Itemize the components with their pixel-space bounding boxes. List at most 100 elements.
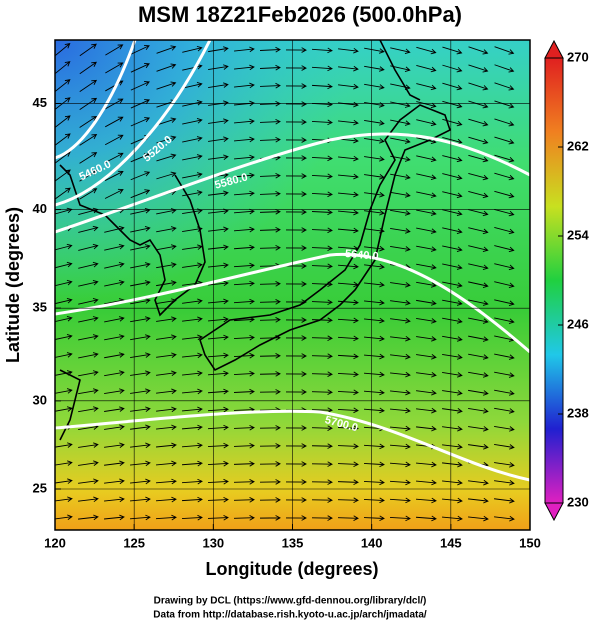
stream-arrow	[130, 478, 151, 485]
stream-arrow	[259, 371, 281, 377]
stream-arrow	[494, 172, 515, 181]
stream-arrow	[416, 263, 437, 270]
stream-arrow	[364, 335, 385, 342]
stream-arrow	[285, 389, 307, 395]
stream-arrow	[285, 317, 307, 323]
stream-arrow	[494, 263, 515, 271]
colorbar-tick-label: 238	[567, 405, 589, 420]
stream-arrow	[156, 153, 177, 162]
stream-arrow	[233, 172, 255, 179]
stream-arrow	[130, 226, 151, 233]
stream-arrow	[78, 334, 99, 341]
stream-arrow	[156, 424, 177, 431]
stream-arrow	[416, 336, 437, 342]
stream-arrow	[285, 209, 307, 215]
stream-arrow	[311, 407, 333, 413]
stream-arrow	[208, 316, 229, 323]
colorbar-tick-label: 246	[567, 316, 589, 331]
stream-arrow	[364, 119, 385, 126]
stream-arrow	[390, 425, 411, 432]
stream-arrow	[494, 353, 515, 360]
stream-arrow	[104, 170, 124, 181]
stream-arrow	[79, 79, 98, 93]
y-tick-label: 35	[33, 300, 47, 315]
colorbar-tick-label: 262	[567, 138, 589, 153]
stream-arrow	[363, 515, 385, 522]
stream-arrow	[130, 244, 151, 251]
stream-arrow	[259, 353, 281, 359]
stream-arrow	[208, 226, 229, 233]
stream-arrow	[442, 390, 463, 396]
stream-arrow	[79, 170, 98, 182]
stream-arrow	[337, 299, 359, 306]
y-axis-label: Latitude (degrees)	[3, 207, 23, 363]
stream-arrow	[259, 64, 281, 71]
stream-arrow	[104, 460, 125, 467]
stream-arrow	[494, 389, 515, 396]
stream-arrow	[104, 316, 125, 323]
stream-arrow	[259, 46, 281, 53]
stream-arrow	[182, 370, 203, 377]
stream-arrow	[259, 281, 281, 287]
stream-arrow	[337, 479, 359, 486]
stream-arrow	[494, 317, 515, 324]
contour-label: 5640.0	[344, 248, 379, 263]
stream-arrow	[182, 298, 203, 305]
contour-line	[55, 132, 530, 234]
stream-arrow	[311, 245, 333, 252]
stream-arrow	[207, 514, 229, 521]
stream-arrow	[311, 353, 333, 359]
stream-arrow	[468, 64, 489, 73]
stream-arrow	[441, 515, 463, 522]
stream-arrow	[494, 407, 515, 414]
stream-arrow	[259, 245, 281, 251]
stream-arrow	[233, 424, 255, 431]
stream-arrow	[130, 153, 151, 163]
stream-arrow	[311, 263, 333, 270]
stream-arrow	[416, 209, 437, 216]
stream-arrow	[468, 46, 489, 55]
coastline	[59, 40, 421, 441]
stream-arrow	[182, 100, 203, 107]
stream-arrow	[156, 135, 177, 144]
stream-arrow	[390, 246, 411, 252]
stream-arrow	[130, 388, 151, 394]
y-tick-label: 45	[33, 95, 47, 110]
stream-arrow	[55, 97, 71, 111]
stream-arrow	[442, 82, 463, 91]
stream-arrow	[337, 227, 359, 234]
stream-arrow	[156, 81, 177, 90]
coastline	[199, 104, 451, 372]
stream-arrow	[285, 353, 307, 359]
stream-arrow	[105, 62, 124, 74]
stream-arrow	[390, 317, 411, 324]
stream-arrow	[208, 46, 229, 53]
stream-arrow	[311, 389, 333, 395]
stream-arrow	[390, 137, 411, 144]
stream-arrow	[390, 407, 411, 414]
stream-arrow	[415, 515, 437, 522]
stream-arrow	[416, 318, 437, 324]
stream-arrow	[234, 118, 255, 125]
stream-arrow	[207, 334, 229, 341]
stream-arrow	[259, 461, 281, 467]
stream-arrow	[468, 154, 489, 163]
stream-arrow	[181, 424, 203, 431]
stream-arrow	[105, 98, 124, 110]
stream-arrow	[104, 280, 125, 287]
stream-arrow	[259, 208, 281, 215]
stream-arrow	[233, 515, 255, 521]
stream-arrow	[390, 353, 411, 360]
stream-arrow	[182, 406, 203, 413]
stream-arrow	[494, 425, 515, 432]
stream-arrow	[363, 371, 385, 378]
stream-arrow	[207, 496, 229, 503]
stream-arrow	[259, 479, 281, 485]
stream-arrow	[285, 119, 307, 125]
stream-arrow	[494, 462, 515, 468]
stream-arrow	[79, 134, 98, 146]
stream-arrow	[285, 461, 307, 467]
stream-arrow	[468, 299, 489, 306]
stream-arrow	[311, 65, 333, 72]
stream-arrow	[442, 155, 463, 163]
